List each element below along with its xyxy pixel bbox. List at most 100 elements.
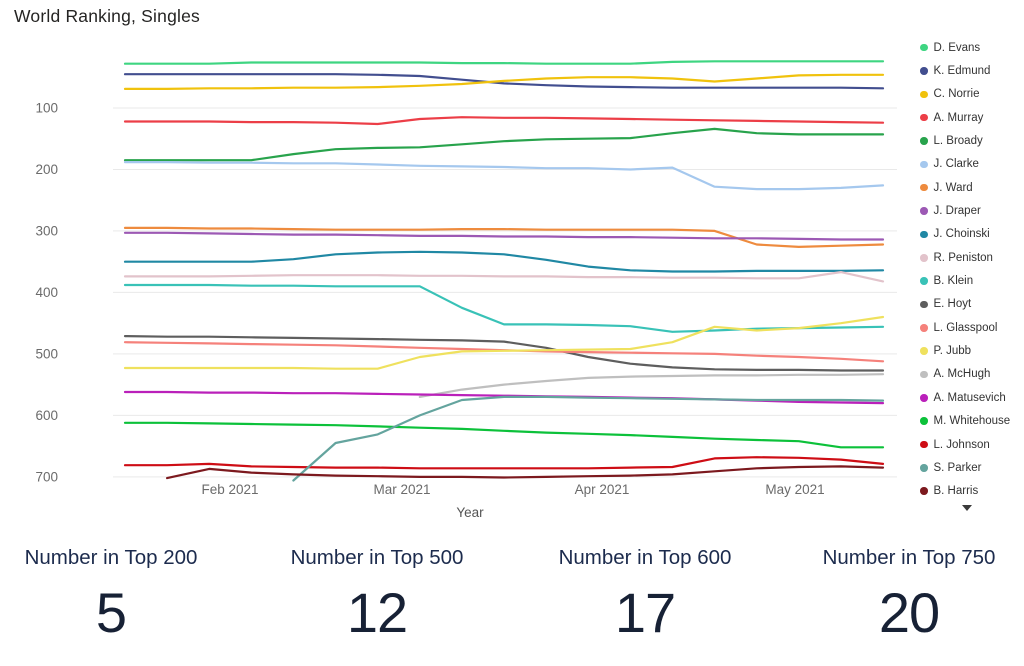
series-line-j-ward [123,226,885,248]
y-tick-label-400: 400 [35,285,58,300]
legend-item-label: J. Ward [933,181,973,194]
legend-item-label: J. Clarke [933,158,979,171]
series-line-j-draper [123,231,885,241]
y-tick-label-600: 600 [35,408,58,423]
legend-item-label: M. Whitehouse [933,415,1011,428]
kpi-value: 12 [346,581,408,644]
y-tick-label-100: 100 [35,101,58,116]
legend-item-label: E. Hoyt [933,298,972,311]
series-line-b-klein [123,283,885,333]
series-line-a-murray [123,116,885,126]
legend-item-label: B. Harris [933,485,979,498]
series-line-r-peniston [123,271,885,283]
legend-item-label: D. Evans [933,41,981,54]
legend-color-dot [920,277,928,285]
legend-color-dot [920,464,928,472]
legend-item-label: A. McHugh [933,368,991,381]
legend-color-dot [920,370,928,379]
legend-item-label: C. Norrie [933,88,980,101]
legend-item-j-clarke[interactable]: J. Clarke [914,153,1024,176]
y-tick-label-300: 300 [35,223,58,238]
legend-color-dot [920,207,928,215]
legend-item-k-edmund[interactable]: K. Edmund [914,59,1024,82]
kpi-card-number-in-top-200: Number in Top 200 5 [25,546,198,645]
series-line-b-harris [166,465,885,480]
kpi-card-number-in-top-600: Number in Top 600 17 [559,546,732,645]
legend-color-dot [920,324,928,332]
series-line-m-whitehouse [123,421,885,449]
legend-color-dot [920,113,928,122]
series-line-k-edmund [123,73,885,90]
legend-color-dot [920,254,928,262]
legend-color-dot [920,160,928,169]
legend-item-label: A. Matusevich [933,391,1006,404]
legend-item-e-hoyt[interactable]: E. Hoyt [914,293,1024,316]
legend-color-dot [920,347,928,355]
legend-item-label: P. Jubb [933,345,972,358]
legend-item-j-choinski[interactable]: J. Choinski [914,223,1024,246]
legend-item-l-broady[interactable]: L. Broady [914,129,1024,152]
chevron-down-icon[interactable] [962,505,972,511]
legend-item-label: A. Murray [933,111,984,124]
world-ranking-line-chart: 100 200 300 400 500 600 700 Feb 2021 Mar 2021 Apr… [35,60,897,520]
legend-item-b-harris[interactable]: B. Harris [914,480,1024,503]
x-axis-title: Year [456,505,484,520]
y-tick-label-500: 500 [35,346,58,361]
legend-item-s-parker[interactable]: S. Parker [914,456,1024,479]
chart-title: World Ranking, Singles [14,6,200,26]
kpi-value: 17 [614,581,676,644]
legend-color-dot [920,230,928,239]
legend-item-label: B. Klein [933,275,974,288]
legend-item-m-whitehouse[interactable]: M. Whitehouse [914,410,1024,433]
legend-color-dot [920,394,928,402]
legend-item-label: K. Edmund [933,65,991,78]
legend-item-l-glasspool[interactable]: L. Glasspool [914,316,1024,339]
chart-legend: D. Evans K. Edmund C. Norrie A. Murray L… [914,36,1024,511]
legend-item-a-murray[interactable]: A. Murray [914,106,1024,129]
y-tick-label-200: 200 [35,162,58,177]
legend-color-dot [920,417,928,425]
legend-item-d-evans[interactable]: D. Evans [914,36,1024,59]
kpi-label: Number in Top 750 [822,546,996,569]
legend-item-j-ward[interactable]: J. Ward [914,176,1024,199]
legend-item-label: J. Choinski [933,228,990,241]
legend-color-dot [920,137,928,145]
legend-item-p-jubb[interactable]: P. Jubb [914,339,1024,362]
legend-item-a-mchugh[interactable]: A. McHugh [914,363,1024,386]
kpi-label: Number in Top 200 [24,546,198,569]
legend-item-r-peniston[interactable]: R. Peniston [914,246,1024,269]
legend-item-b-klein[interactable]: B. Klein [914,269,1024,292]
legend-item-a-matusevich[interactable]: A. Matusevich [914,386,1024,409]
series-line-c-norrie [123,73,885,90]
legend-color-dot [920,440,928,449]
series-line-l-broady [123,127,885,162]
y-tick-label-700: 700 [35,469,58,484]
legend-color-dot [920,487,928,495]
legend-item-label: J. Draper [933,205,981,218]
legend-color-dot [920,300,928,309]
series-line-j-clarke [123,161,885,191]
kpi-value: 20 [878,581,940,644]
x-tick-label-apr-2021: Apr 2021 [575,482,630,497]
kpi-card-number-in-top-500: Number in Top 500 12 [291,546,464,645]
legend-color-dot [920,90,928,99]
series-line-a-mchugh [418,373,885,398]
legend-list: D. Evans K. Edmund C. Norrie A. Murray L… [914,36,1024,503]
legend-item-label: L. Broady [933,135,983,148]
kpi-card-number-in-top-750: Number in Top 750 20 [823,546,996,645]
legend-item-label: L. Glasspool [933,321,998,334]
series-line-s-parker [292,395,885,482]
series-line-e-hoyt [123,335,885,372]
legend-item-label: L. Johnson [933,438,990,451]
x-tick-label-feb-2021: Feb 2021 [201,482,258,497]
series-line-p-jubb [123,315,885,370]
x-tick-label-may-2021: May 2021 [765,482,824,497]
legend-item-j-draper[interactable]: J. Draper [914,199,1024,222]
legend-color-dot [920,67,928,75]
legend-item-l-johnson[interactable]: L. Johnson [914,433,1024,456]
series-line-l-johnson [123,456,885,470]
series-line-d-evans [123,60,885,65]
legend-color-dot [920,183,928,192]
legend-item-c-norrie[interactable]: C. Norrie [914,83,1024,106]
